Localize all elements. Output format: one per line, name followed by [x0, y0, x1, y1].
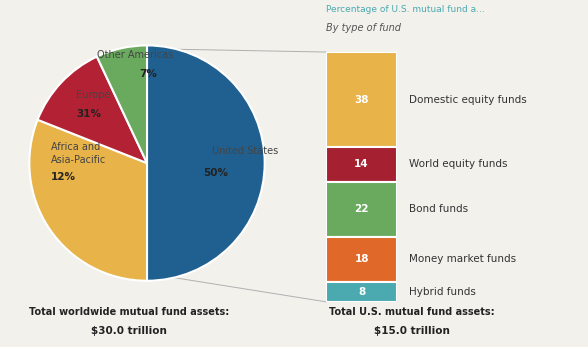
Text: Africa and
Asia-Pacific: Africa and Asia-Pacific [51, 143, 106, 165]
Text: 12%: 12% [51, 172, 75, 182]
Text: 8: 8 [358, 287, 365, 297]
Text: 14: 14 [355, 160, 369, 169]
Text: Bond funds: Bond funds [409, 204, 468, 214]
Text: Europe: Europe [76, 90, 111, 100]
Text: Domestic equity funds: Domestic equity funds [409, 94, 526, 104]
Text: $15.0 trillion: $15.0 trillion [373, 326, 450, 336]
Text: Total worldwide mutual fund assets:: Total worldwide mutual fund assets: [29, 307, 229, 317]
Bar [326, 147, 397, 182]
Text: Hybrid funds: Hybrid funds [409, 287, 476, 297]
Text: World equity funds: World equity funds [409, 160, 507, 169]
Bar [326, 282, 397, 302]
Text: 50%: 50% [203, 168, 229, 178]
Text: 22: 22 [355, 204, 369, 214]
Text: Percentage of U.S. mutual fund a...: Percentage of U.S. mutual fund a... [326, 5, 485, 14]
Bar [326, 52, 397, 147]
Text: Money market funds: Money market funds [409, 254, 516, 264]
Wedge shape [147, 45, 265, 281]
Text: United States: United States [212, 146, 278, 156]
Bar [326, 182, 397, 237]
Text: $30.0 trillion: $30.0 trillion [91, 326, 168, 336]
Text: 31%: 31% [76, 109, 101, 119]
Wedge shape [38, 57, 147, 163]
Wedge shape [29, 120, 147, 281]
Text: 7%: 7% [139, 69, 157, 79]
Text: 18: 18 [355, 254, 369, 264]
Bar [326, 237, 397, 282]
Text: Other Americas: Other Americas [97, 50, 173, 60]
Wedge shape [97, 45, 147, 163]
Text: Total U.S. mutual fund assets:: Total U.S. mutual fund assets: [329, 307, 495, 317]
Text: By type of fund: By type of fund [326, 23, 402, 33]
Text: 38: 38 [355, 94, 369, 104]
